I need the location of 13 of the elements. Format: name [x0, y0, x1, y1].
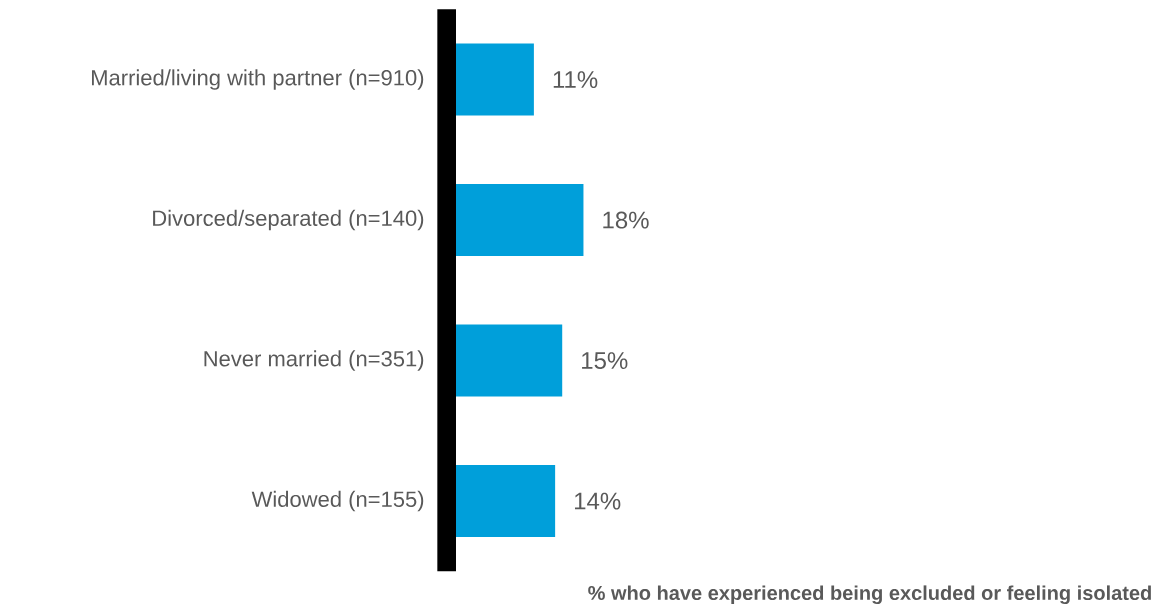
bar	[456, 324, 563, 397]
y-tick-label: Divorced/separated (n=140)	[153, 210, 424, 231]
x-axis-title: % who have experienced being excluded or feeling isolated	[588, 585, 1151, 605]
y-tick-label: Never married (n=351)	[204, 350, 424, 372]
data-label: 14%	[574, 492, 621, 510]
data-label: 15%	[582, 352, 628, 370]
bar	[456, 465, 556, 538]
bar	[456, 43, 534, 116]
y-tick-label: Married/living with partner (n=910)	[91, 69, 424, 91]
data-label: 18%	[603, 211, 649, 229]
bar	[456, 184, 584, 257]
data-label: 11%	[553, 71, 598, 89]
y-tick-label: Widowed (n=155)	[251, 491, 424, 512]
